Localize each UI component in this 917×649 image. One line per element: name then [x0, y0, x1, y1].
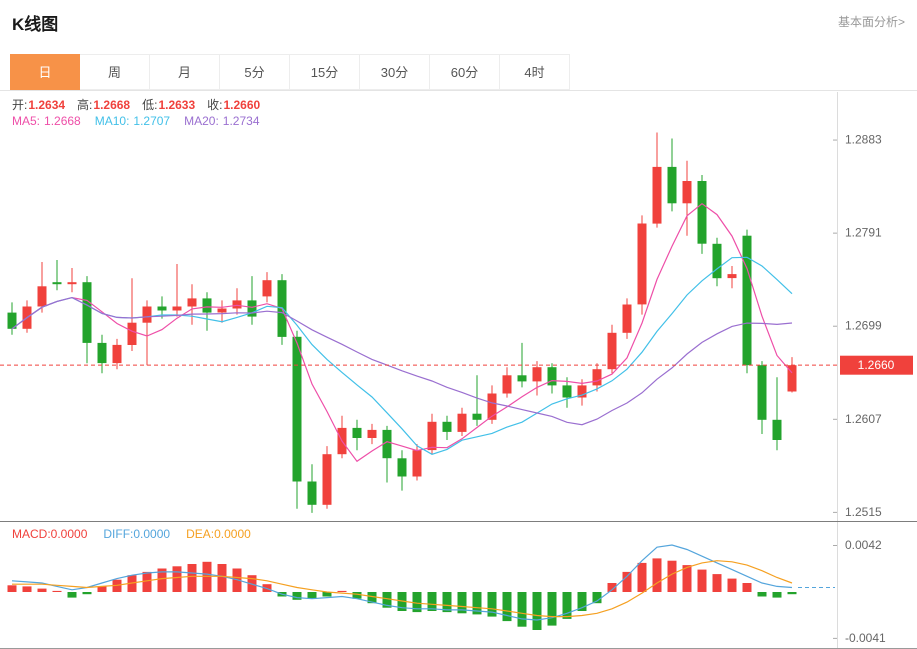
- tab-day[interactable]: 日: [10, 54, 80, 90]
- ma-lines: [11, 202, 793, 463]
- ohlc-open-value: 1.2634: [28, 98, 66, 112]
- svg-text:1.2699: 1.2699: [845, 319, 882, 333]
- ohlc-high-label: 高:: [77, 98, 93, 112]
- svg-text:1.2607: 1.2607: [845, 412, 882, 426]
- diff-value: 0.0000: [133, 527, 171, 541]
- diff-line: [11, 544, 793, 621]
- macd-chart[interactable]: 0.0042 -0.0041: [0, 522, 917, 648]
- ma5-label: MA5:: [12, 114, 41, 128]
- diff-legend-item: DIFF:0.0000: [103, 527, 170, 541]
- macd-value: 0.0000: [50, 527, 88, 541]
- ohlc-close-value: 1.2660: [223, 98, 261, 112]
- tab-week[interactable]: 周: [80, 54, 150, 90]
- macd-legend-item: MACD:0.0000: [12, 527, 87, 541]
- tab-4hour[interactable]: 4时: [500, 54, 570, 90]
- ohlc-close: 收:1.2660: [207, 98, 272, 112]
- macd-label: MACD:: [12, 527, 51, 541]
- macd-legend: MACD:0.0000 DIFF:0.0000 DEA:0.0000: [12, 527, 267, 541]
- svg-text:1.2515: 1.2515: [845, 505, 882, 519]
- tab-15min[interactable]: 15分: [290, 54, 360, 90]
- dea-label: DEA:: [186, 527, 215, 541]
- ohlc-low: 低:1.2633: [142, 98, 207, 112]
- diff-label: DIFF:: [103, 527, 134, 541]
- svg-text:0.0042: 0.0042: [845, 538, 882, 552]
- svg-text:1.2791: 1.2791: [845, 226, 882, 240]
- dea-legend-item: DEA:0.0000: [186, 527, 251, 541]
- candles: [7, 132, 797, 513]
- panel-divider: [0, 521, 917, 522]
- period-tabbar: 日 周 月 5分 15分 30分 60分 4时: [0, 54, 917, 91]
- ohlc-low-label: 低:: [142, 98, 158, 112]
- ma20-label: MA20:: [184, 114, 219, 128]
- tab-5min[interactable]: 5分: [220, 54, 290, 90]
- tab-month[interactable]: 月: [150, 54, 220, 90]
- dea-value: 0.0000: [214, 527, 251, 541]
- ma5-legend-item: MA5: 1.2668: [12, 114, 81, 128]
- ma10-label: MA10:: [94, 114, 130, 128]
- ma10-legend-item: MA10: 1.2707: [95, 114, 170, 128]
- ma20-legend-item: MA20: 1.2734: [184, 114, 259, 128]
- dea-line: [12, 560, 793, 618]
- svg-text:1.2660: 1.2660: [858, 358, 895, 372]
- ma20-value: 1.2734: [222, 114, 260, 128]
- ohlc-open: 开:1.2634: [12, 98, 77, 112]
- ma10-value: 1.2707: [133, 114, 171, 128]
- ohlc-open-label: 开:: [12, 98, 28, 112]
- ohlc-close-label: 收:: [207, 98, 223, 112]
- ohlc-high: 高:1.2668: [77, 98, 142, 112]
- tab-30min[interactable]: 30分: [360, 54, 430, 90]
- main-candlestick-chart[interactable]: 1.2883 1.2791 1.2699 1.2607 1.2515 1.2660: [0, 92, 917, 522]
- ma5-value: 1.2668: [44, 114, 81, 128]
- ohlc-low-value: 1.2633: [158, 98, 196, 112]
- tab-60min[interactable]: 60分: [430, 54, 500, 90]
- page-title: K线图: [12, 15, 59, 34]
- svg-text:1.2883: 1.2883: [845, 133, 882, 147]
- header: K线图 基本面分析>: [0, 0, 917, 44]
- ohlc-high-value: 1.2668: [93, 98, 131, 112]
- ma-legend: MA5: 1.2668 MA10: 1.2707 MA20: 1.2734: [12, 114, 274, 128]
- current-price-tag: [840, 355, 913, 375]
- ohlc-legend: 开:1.2634 高:1.2668 低:1.2633 收:1.2660: [12, 96, 272, 113]
- fundamental-analysis-link[interactable]: 基本面分析>: [837, 15, 905, 29]
- macd-bars: [7, 558, 797, 630]
- svg-text:-0.0041: -0.0041: [845, 631, 886, 645]
